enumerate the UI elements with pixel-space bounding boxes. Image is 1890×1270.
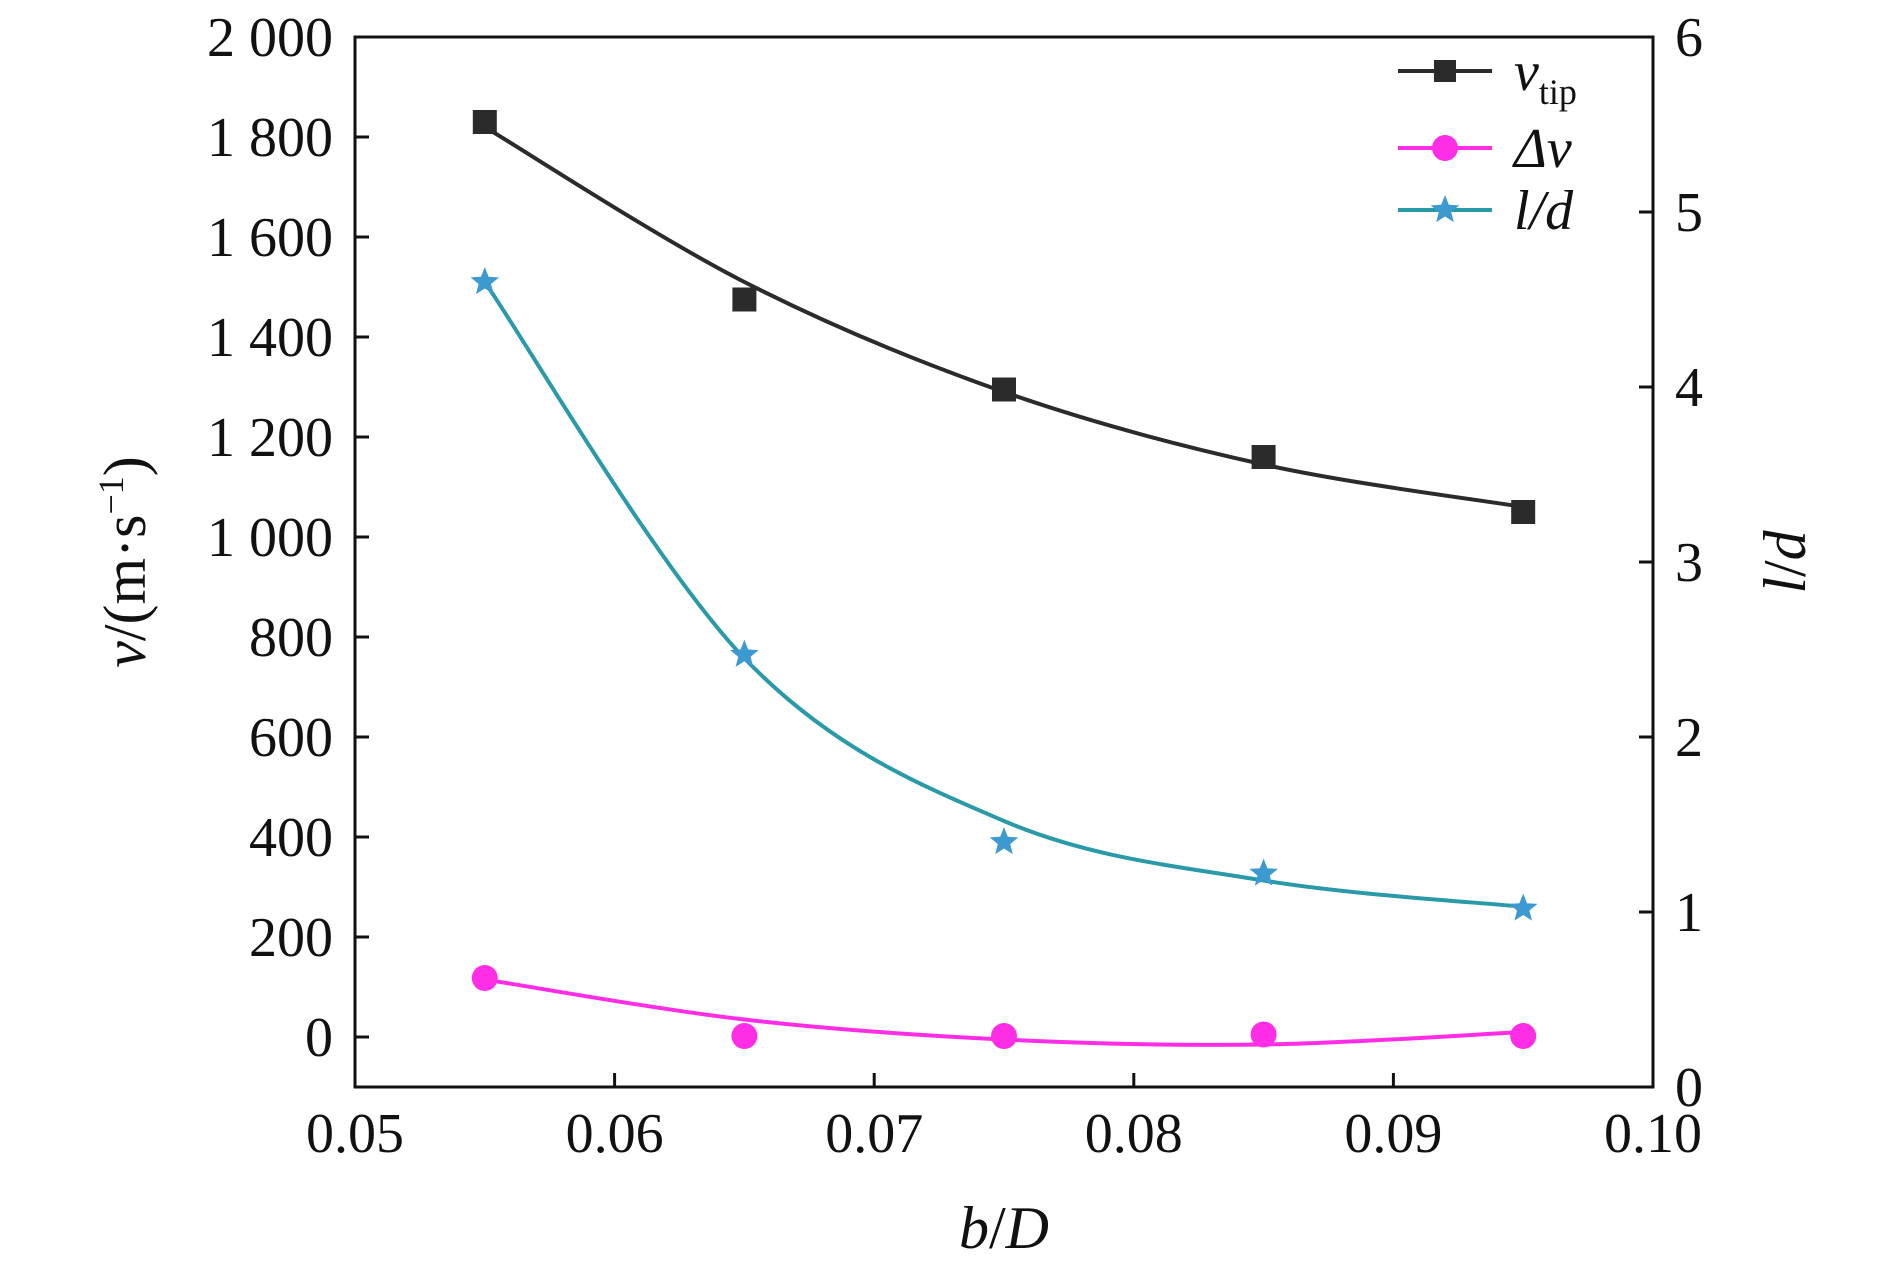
legend-item-vtip: vtip <box>1398 41 1577 112</box>
x-tick-label: 0.05 <box>306 1103 404 1165</box>
x-tick-label: 0.09 <box>1344 1103 1442 1165</box>
x-tick-label: 0.08 <box>1085 1103 1183 1165</box>
y-axis-ticks: 0 200 400 600 800 1 000 1 200 1 400 1 600 1 800 2 … <box>207 7 369 1069</box>
marker-ld <box>1508 893 1538 921</box>
legend-marker-vtip <box>1434 60 1456 82</box>
marker-vtip <box>472 110 497 134</box>
y-tick-label: 1 000 <box>207 507 333 569</box>
y-tick-label: 400 <box>249 807 333 869</box>
plot-frame <box>353 35 1655 1089</box>
legend-item-dv: Δv <box>1398 118 1572 180</box>
y2-axis-title: l/d <box>1752 529 1818 593</box>
y-tick-label: 2 000 <box>207 7 333 69</box>
y2-tick-label: 3 <box>1675 532 1703 594</box>
y-tick-label: 0 <box>305 1007 333 1069</box>
data-markers <box>470 110 1538 1049</box>
legend-marker-ld <box>1430 195 1460 223</box>
legend-marker-dv <box>1432 135 1458 161</box>
y2-tick-label: 5 <box>1675 182 1703 244</box>
marker-ld <box>470 267 500 295</box>
fit-curve-ld <box>483 280 1524 909</box>
marker-dv <box>991 1023 1017 1049</box>
y2-tick-label: 2 <box>1675 707 1703 769</box>
y-tick-label: 200 <box>249 907 333 969</box>
legend-item-ld: l/d <box>1398 180 1574 242</box>
y2-axis-ticks: 0 1 2 3 4 5 6 <box>1639 7 1703 1119</box>
marker-dv <box>1510 1023 1537 1049</box>
marker-ld <box>1249 858 1278 886</box>
y2-tick-label: 1 <box>1675 882 1703 944</box>
y-tick-label: 1 200 <box>207 407 333 469</box>
y2-tick-label: 0 <box>1675 1057 1703 1119</box>
y2-tick-label: 4 <box>1675 357 1703 419</box>
x-tick-label: 0.07 <box>825 1103 923 1165</box>
marker-dv <box>731 1023 758 1049</box>
x-tick-label: 0.10 <box>1604 1103 1702 1165</box>
marker-dv <box>1250 1021 1277 1048</box>
marker-ld <box>989 827 1019 855</box>
x-tick-label: 0.06 <box>566 1103 664 1165</box>
legend-label-dv: Δv <box>1512 118 1572 180</box>
legend: vtip Δv l/d <box>1398 41 1577 242</box>
y-axis-title: v/(m·s−1) <box>91 456 158 668</box>
marker-vtip <box>1251 445 1276 469</box>
y2-tick-label: 6 <box>1675 7 1703 69</box>
marker-vtip <box>732 287 757 312</box>
y-tick-label: 600 <box>249 707 333 769</box>
marker-vtip <box>1511 500 1536 524</box>
fit-curve-vtip <box>483 125 1524 509</box>
legend-label-vtip: vtip <box>1514 41 1577 112</box>
fit-curves <box>483 125 1524 1047</box>
marker-ld <box>730 639 759 667</box>
y-tick-label: 800 <box>249 607 333 669</box>
legend-label-ld: l/d <box>1514 180 1574 242</box>
marker-vtip <box>992 377 1016 402</box>
y-tick-label: 1 400 <box>207 307 333 369</box>
x-axis-title: b/D <box>959 1195 1049 1261</box>
y-tick-label: 1 800 <box>207 107 333 169</box>
x-axis-ticks: 0.05 0.06 0.07 0.08 0.09 0.10 <box>306 1073 1702 1165</box>
y-tick-label: 1 600 <box>207 207 333 269</box>
marker-dv <box>471 965 498 991</box>
